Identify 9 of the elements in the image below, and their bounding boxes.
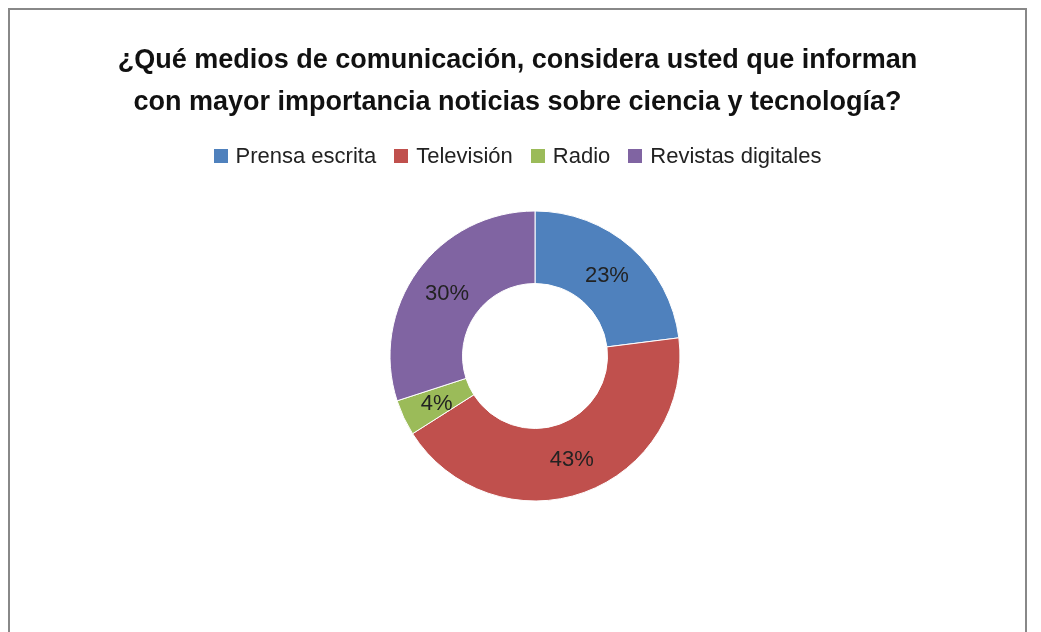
data-label: 23%: [584, 261, 629, 287]
chart-title: ¿Qué medios de comunicación, considera usted que informan con mayor importancia noticias sobre ciencia y tecnología?: [116, 43, 919, 118]
legend-label: Prensa escrita: [235, 143, 377, 169]
data-label: 4%: [420, 389, 453, 415]
legend-label: Radio: [552, 143, 611, 169]
data-label: 30%: [425, 279, 470, 305]
data-label: 43%: [549, 445, 594, 471]
legend-label: Televisión: [416, 143, 513, 169]
legend-label: Revistas digitales: [650, 143, 822, 169]
